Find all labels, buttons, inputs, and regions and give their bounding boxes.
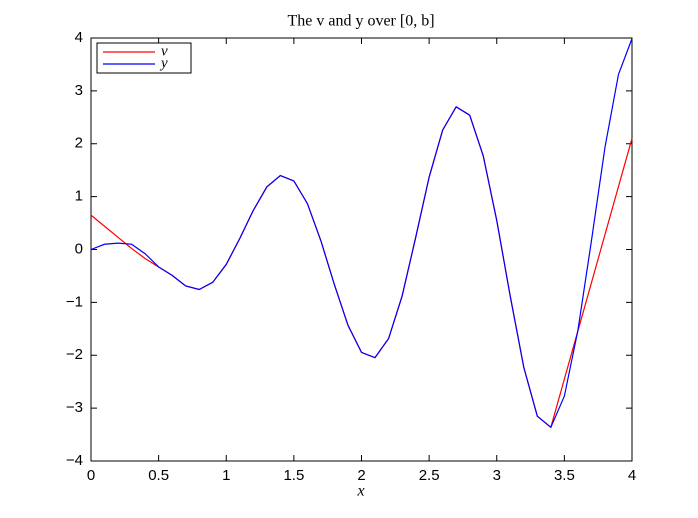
chart-title: The v and y over [0, b] xyxy=(287,13,434,30)
x-tick-label: 1 xyxy=(222,467,230,484)
y-tick-label: 3 xyxy=(75,82,83,99)
x-tick-label: 4 xyxy=(628,467,636,484)
x-tick-label: 1.5 xyxy=(283,467,304,484)
y-tick-label: −4 xyxy=(66,452,83,469)
x-tick-label: 0 xyxy=(87,467,95,484)
x-axis-label: x xyxy=(356,483,364,500)
legend-label: v xyxy=(161,43,168,59)
y-tick-label: 2 xyxy=(75,135,83,152)
y-tick-label: 0 xyxy=(75,240,83,257)
y-tick-label: −3 xyxy=(66,399,83,416)
y-tick-label: 1 xyxy=(75,188,83,205)
y-tick-label: 4 xyxy=(75,29,83,46)
x-tick-label: 2 xyxy=(357,467,365,484)
y-tick-label: −2 xyxy=(66,346,83,363)
y-tick-label: −1 xyxy=(66,293,83,310)
x-tick-label: 0.5 xyxy=(148,467,169,484)
legend-label: y xyxy=(159,55,168,71)
legend-box xyxy=(96,42,192,74)
x-tick-label: 2.5 xyxy=(419,467,440,484)
x-tick-label: 3.5 xyxy=(554,467,575,484)
x-tick-label: 3 xyxy=(493,467,501,484)
line-series xyxy=(90,38,633,429)
